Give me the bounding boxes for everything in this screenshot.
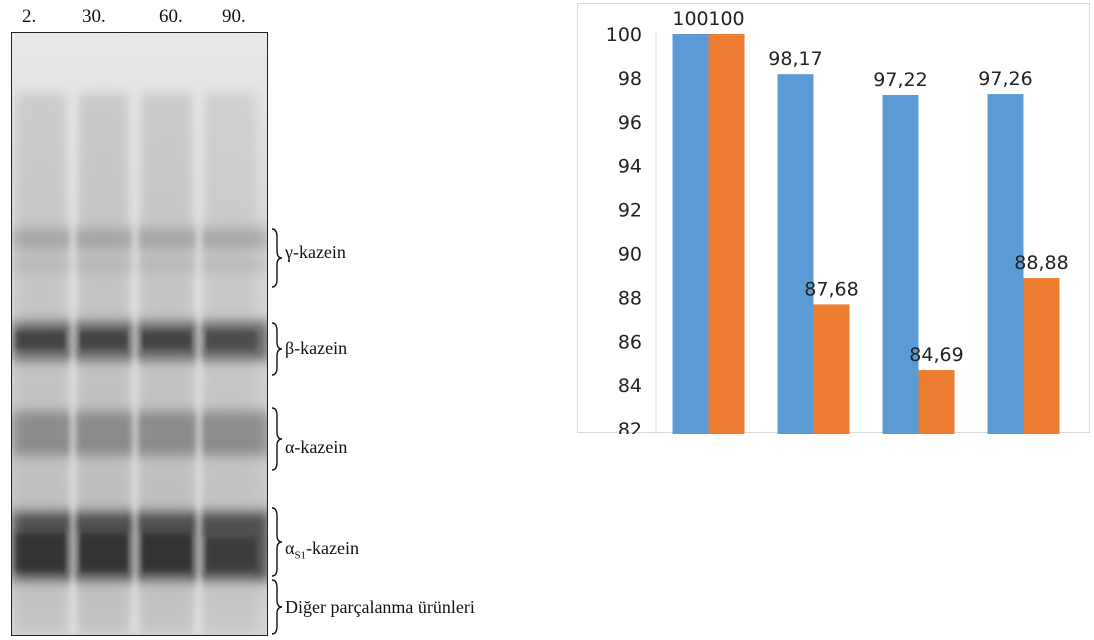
beta-casein-label: β-kazein — [285, 338, 348, 358]
y-tick-label: 84 — [618, 375, 642, 397]
data-label: 84,69 — [909, 344, 963, 366]
gamma-brace — [271, 228, 283, 288]
lane-label-90: 90. — [222, 6, 246, 27]
lane-label-60: 60. — [159, 6, 183, 27]
y-tick-label: 98 — [618, 68, 642, 90]
other-products-label: Diğer parçalanma ürünleri — [285, 597, 475, 617]
lane-label-2: 2. — [22, 6, 37, 27]
bar-beta-kazein — [672, 34, 709, 434]
bar-beta-kazein — [882, 95, 919, 434]
data-label: 100 — [672, 8, 708, 30]
data-label: 97,22 — [873, 69, 927, 91]
bar-chart-svg: 80828486889092949698100100100298,1787,68… — [606, 8, 1069, 434]
bar-as1-kazein — [813, 304, 850, 434]
y-tick-label: 90 — [618, 244, 642, 266]
other-products-brace — [271, 579, 283, 635]
bar-beta-kazein — [987, 94, 1024, 434]
gamma-casein-label: γ-kazein — [285, 242, 346, 262]
gel-electrophoresis-image — [11, 32, 268, 636]
gel-panel: 2. 30. 60. 90. — [11, 6, 475, 636]
bar-as1-kazein — [918, 370, 955, 434]
data-label: 88,88 — [1014, 252, 1068, 274]
data-label: 98,17 — [768, 48, 822, 70]
beta-brace — [271, 322, 283, 376]
y-tick-label: 82 — [618, 419, 642, 434]
y-tick-label: 86 — [618, 331, 642, 353]
bar-beta-kazein — [777, 74, 814, 434]
y-tick-label: 94 — [618, 156, 642, 178]
alpha-casein-label: α-kazein — [285, 437, 348, 457]
bar-chart: 80828486889092949698100100100298,1787,68… — [577, 3, 1090, 434]
data-label: 87,68 — [804, 278, 858, 300]
y-tick-label: 100 — [606, 24, 642, 46]
lane-label-30: 30. — [82, 6, 106, 27]
bar-as1-kazein — [708, 34, 745, 434]
alpha-brace — [271, 407, 283, 471]
alpha-s1-brace — [271, 507, 283, 577]
y-tick-label: 96 — [618, 112, 642, 134]
data-label: 100 — [708, 8, 744, 30]
y-tick-label: 92 — [618, 200, 642, 222]
bar-as1-kazein — [1023, 278, 1060, 434]
y-tick-label: 88 — [618, 287, 642, 309]
alpha-s1-casein-label: αS1-kazein — [285, 538, 360, 562]
data-label: 97,26 — [978, 68, 1032, 90]
